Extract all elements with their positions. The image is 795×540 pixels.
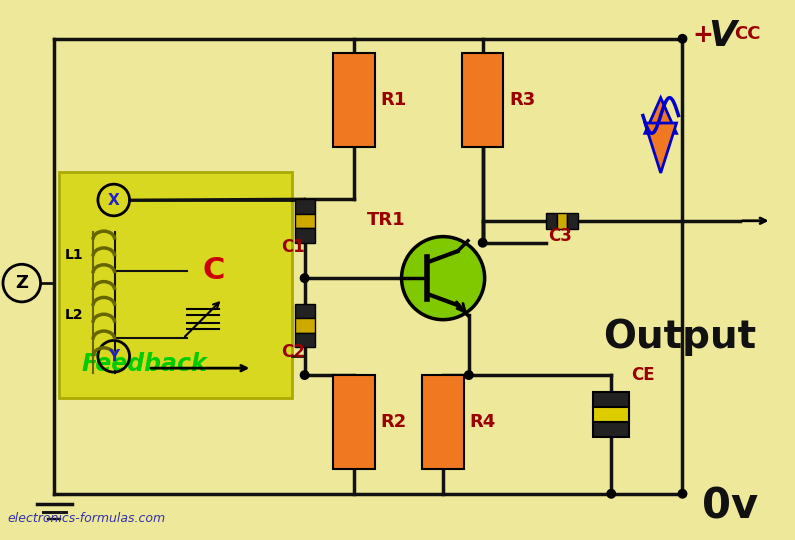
Circle shape: [3, 264, 41, 302]
Text: V: V: [708, 19, 736, 53]
Text: X: X: [108, 192, 119, 207]
Text: L2: L2: [64, 308, 83, 322]
Bar: [295, 213, 315, 228]
Bar: [546, 213, 556, 228]
Bar: [556, 213, 567, 228]
Text: C1: C1: [281, 239, 304, 256]
Bar: [593, 422, 629, 437]
Text: Output: Output: [603, 319, 757, 356]
Text: CC: CC: [734, 25, 760, 43]
Bar: [295, 319, 315, 333]
Text: C2: C2: [281, 343, 304, 361]
Bar: [295, 199, 315, 213]
Circle shape: [607, 489, 616, 499]
Text: R1: R1: [381, 91, 407, 109]
Text: +: +: [692, 23, 713, 47]
Text: electronics-formulas.com: electronics-formulas.com: [8, 512, 166, 525]
Text: CE: CE: [631, 366, 654, 384]
Text: Z: Z: [15, 274, 28, 292]
Bar: [462, 52, 503, 146]
Text: Feedback: Feedback: [81, 352, 207, 376]
Text: 0v: 0v: [702, 486, 758, 528]
Text: R4: R4: [470, 413, 496, 431]
Bar: [567, 213, 578, 228]
Circle shape: [478, 238, 487, 248]
Bar: [295, 333, 315, 347]
Text: R2: R2: [381, 413, 407, 431]
Text: R3: R3: [510, 91, 536, 109]
Text: L1: L1: [64, 248, 83, 262]
Text: TR1: TR1: [367, 211, 405, 229]
Bar: [333, 52, 375, 146]
Circle shape: [401, 237, 485, 320]
Circle shape: [300, 273, 309, 283]
Circle shape: [463, 370, 474, 380]
Circle shape: [300, 370, 309, 380]
Bar: [60, 172, 292, 398]
Text: Y: Y: [108, 349, 119, 364]
Circle shape: [677, 489, 688, 499]
Circle shape: [677, 34, 688, 44]
Text: C: C: [203, 256, 225, 285]
Text: C3: C3: [548, 227, 572, 245]
Polygon shape: [645, 123, 677, 173]
Bar: [295, 304, 315, 319]
Bar: [593, 407, 629, 422]
Polygon shape: [645, 98, 677, 133]
Bar: [422, 375, 463, 469]
Bar: [295, 228, 315, 242]
Bar: [333, 375, 375, 469]
Bar: [593, 392, 629, 407]
